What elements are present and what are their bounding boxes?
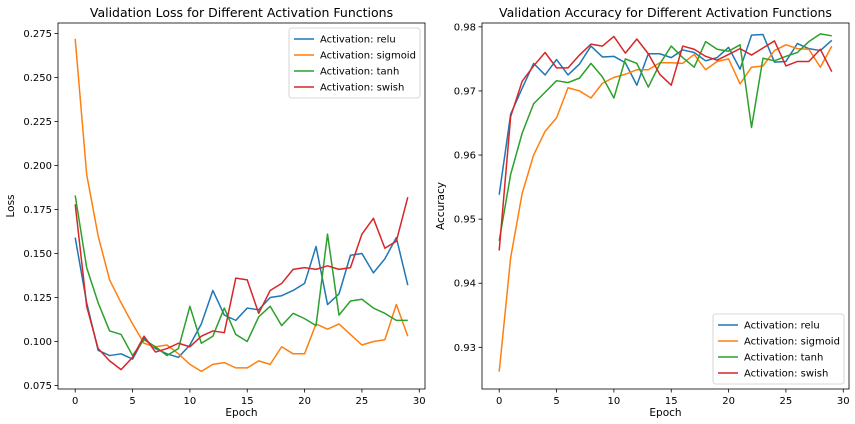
- chart-1-xtick-label: 0: [72, 396, 78, 407]
- chart-1-series-4-line: [74, 197, 409, 371]
- chart-2-ytick-label: 0.94: [454, 279, 476, 290]
- chart-2-ylabel: Accuracy: [435, 182, 447, 230]
- chart-2-ytick-label: 0.97: [454, 86, 476, 97]
- chart-1-ytick-label: 0.200: [23, 161, 52, 172]
- chart-2-xtick-label: 20: [722, 396, 735, 407]
- chart-2: Validation Accuracy for Different Activa…: [435, 5, 850, 419]
- chart-2-title: Validation Accuracy for Different Activa…: [499, 5, 832, 20]
- chart-1-ytick-label: 0.275: [23, 29, 52, 40]
- chart-1-series-1-line: [74, 236, 409, 360]
- chart-1-ytick-label: 0.100: [23, 337, 52, 348]
- chart-1-series-3-line: [74, 195, 408, 357]
- chart-1-xtick-label: 10: [184, 396, 197, 407]
- chart-1-ylabel: Loss: [5, 194, 17, 217]
- chart-1-plot-frame: [57, 22, 426, 390]
- chart-2-ytick-label: 0.93: [454, 343, 476, 354]
- chart-1-ytick-label: 0.075: [23, 381, 52, 392]
- chart-2-plot-frame: [481, 22, 850, 390]
- chart-2-ytick-label: 0.98: [454, 22, 476, 33]
- chart-2-series-2-line: [498, 44, 833, 372]
- chart-2-ytick-label: 0.95: [454, 215, 476, 226]
- chart-1: Validation Loss for Different Activation…: [5, 5, 426, 419]
- chart-2-xtick-label: 10: [608, 396, 621, 407]
- chart-2-xtick-label: 0: [496, 396, 502, 407]
- chart-2-legend-label: Activation: swish: [744, 369, 828, 380]
- chart-2-legend: Activation: relu Activation: sigmoid Activ…: [712, 313, 845, 385]
- chart-1-xtick-label: 30: [413, 396, 426, 407]
- chart-2-legend-label: Activation: tanh: [744, 353, 823, 364]
- chart-1-title: Validation Loss for Different Activation…: [90, 5, 393, 20]
- chart-1-xlabel: Epoch: [225, 407, 257, 419]
- chart-1-legend-box: [288, 27, 421, 99]
- chart-2-xtick-label: 30: [837, 396, 850, 407]
- chart-1-legend-label: Activation: relu: [320, 35, 396, 46]
- chart-2-series-4-line: [498, 35, 833, 251]
- chart-1-legend-label: Activation: sigmoid: [320, 51, 416, 62]
- chart-2-xlabel: Epoch: [649, 407, 681, 419]
- chart-2-xtick-label: 25: [780, 396, 793, 407]
- chart-1-xtick-label: 25: [356, 396, 369, 407]
- chart-2-xtick-label: 5: [553, 396, 559, 407]
- chart-1-legend-label: Activation: tanh: [320, 67, 399, 78]
- chart-1-ytick-label: 0.225: [23, 117, 52, 128]
- chart-1-ytick-label: 0.175: [23, 205, 52, 216]
- chart-2-legend-box: [712, 313, 845, 385]
- chart-1-legend-label: Activation: swish: [320, 83, 404, 94]
- chart-1-ytick-label: 0.125: [23, 293, 52, 304]
- chart-2-ytick-label: 0.96: [454, 151, 476, 162]
- chart-1-xtick-label: 20: [298, 396, 311, 407]
- chart-1-series-2-line: [74, 38, 409, 373]
- chart-1-ytick-label: 0.250: [23, 73, 52, 84]
- chart-1-legend: Activation: relu Activation: sigmoid Activ…: [288, 27, 421, 99]
- chart-2-series-3-line: [498, 33, 832, 242]
- chart-1-ytick-label: 0.150: [23, 249, 52, 260]
- chart-2-legend-label: Activation: relu: [744, 321, 820, 332]
- chart-1-xtick-label: 5: [129, 396, 135, 407]
- chart-2-legend-label: Activation: sigmoid: [744, 337, 840, 348]
- chart-1-xtick-label: 15: [241, 396, 254, 407]
- chart-2-xtick-label: 15: [665, 396, 678, 407]
